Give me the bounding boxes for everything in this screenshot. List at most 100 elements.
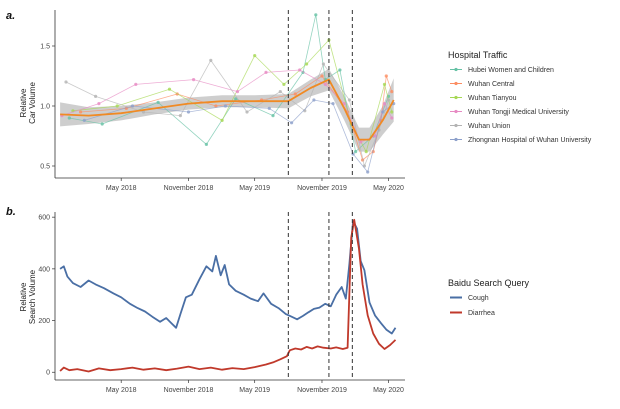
data-point	[97, 102, 101, 106]
legend-item-label: Diarrhea	[468, 310, 495, 317]
data-point	[79, 110, 83, 114]
legend-key-point	[454, 95, 458, 100]
data-point	[320, 74, 324, 78]
data-point	[373, 134, 377, 138]
y-tick-label: 0.5	[40, 164, 50, 171]
data-point	[314, 13, 318, 17]
y-axis-label-line: Search Volume	[28, 269, 37, 324]
data-point	[67, 116, 71, 120]
x-tick-label: May 2020	[373, 185, 404, 192]
data-point	[293, 92, 297, 96]
legend-item-label: Cough	[468, 295, 489, 302]
data-point	[321, 62, 325, 66]
y-tick-label: 200	[38, 318, 50, 325]
data-point	[223, 104, 227, 108]
data-point	[64, 80, 68, 84]
data-point	[115, 104, 119, 108]
y-tick-label: 400	[38, 266, 50, 273]
data-point	[234, 97, 238, 101]
x-tick-label: November 2018	[164, 387, 214, 394]
panel-label: b.	[6, 206, 16, 218]
confidence-band	[60, 68, 394, 152]
y-axis-label-line: Relative	[19, 282, 28, 311]
data-point	[282, 82, 286, 86]
x-tick-label: May 2018	[106, 387, 137, 394]
data-point	[312, 98, 316, 102]
data-point	[382, 82, 387, 86]
data-point	[271, 114, 275, 118]
data-point	[134, 82, 138, 86]
data-point	[220, 118, 224, 122]
x-tick-label: November 2019	[297, 185, 347, 192]
legend: Baidu Search Query Cough Diarrhea	[448, 278, 530, 317]
data-point	[384, 74, 388, 78]
legend-item-label: Wuhan Central	[468, 81, 515, 88]
legend-key-point	[454, 109, 458, 114]
data-point	[209, 58, 213, 63]
series-line-cough	[59, 220, 397, 335]
x-tick-label: May 2019	[239, 185, 270, 192]
panel-b-search-volume: b. RelativeSearch Volume 0 200 400 600 May 201…	[6, 206, 530, 394]
legend: Hospital Traffic Hubei Women and Children…	[448, 50, 592, 144]
panel-label: a.	[6, 10, 15, 22]
y-tick-label: 1.5	[40, 44, 50, 51]
legend-item-label: Hubei Women and Children	[468, 67, 554, 74]
data-point	[167, 87, 172, 91]
x-tick-label: November 2019	[297, 387, 347, 394]
data-point	[141, 110, 146, 114]
data-point	[267, 106, 271, 110]
data-point	[264, 70, 268, 74]
y-tick-label: 600	[38, 215, 50, 222]
data-point	[290, 121, 294, 125]
legend-item-label: Zhongnan Hospital of Wuhan University	[468, 137, 592, 144]
data-point	[186, 110, 191, 114]
data-point	[390, 110, 394, 114]
legend-item-label: Wuhan Union	[468, 123, 510, 130]
legend-key-point	[454, 81, 458, 86]
data-point	[342, 102, 346, 106]
legend-key-point	[454, 67, 458, 72]
y-axis-label-line: Relative	[19, 88, 28, 117]
data-point	[178, 114, 182, 118]
x-tick-label: May 2018	[106, 185, 137, 192]
data-point	[390, 116, 394, 120]
data-point	[130, 104, 135, 108]
y-axis-label-line: Car Volume	[28, 82, 37, 124]
data-point	[364, 150, 368, 154]
data-point	[192, 78, 196, 82]
legend-title: Hospital Traffic	[448, 50, 508, 60]
legend-item-label: Wuhan Tianyou	[468, 95, 517, 102]
x-tick-label: November 2018	[164, 185, 214, 192]
data-point	[235, 90, 240, 94]
legend-item-label: Wuhan Tongji Medical University	[468, 109, 569, 116]
data-point	[278, 90, 282, 94]
data-point	[253, 54, 257, 58]
data-point	[156, 100, 160, 104]
data-point	[382, 102, 387, 106]
legend-key-point	[454, 123, 458, 128]
series-line-diarrhea	[59, 218, 397, 373]
data-point	[100, 122, 104, 126]
data-point	[359, 140, 363, 144]
y-tick-label: 0	[46, 370, 50, 377]
data-point	[381, 110, 385, 114]
data-point	[331, 102, 335, 106]
y-axis-label: RelativeCar Volume	[19, 82, 37, 124]
data-point	[204, 142, 208, 146]
data-point	[338, 68, 342, 72]
data-point	[354, 150, 358, 154]
data-point	[214, 104, 218, 108]
y-axis-label: RelativeSearch Volume	[19, 269, 37, 324]
series-line-zhongnan-hospital-of-wuhan-university	[84, 99, 394, 173]
data-point	[390, 90, 394, 94]
data-point	[245, 110, 249, 114]
data-point	[347, 98, 351, 102]
y-tick-label: 1.0	[40, 104, 50, 111]
data-point	[94, 94, 98, 98]
data-point	[305, 62, 309, 66]
x-tick-label: May 2020	[373, 387, 404, 394]
data-point	[323, 82, 327, 86]
panel-a-car-volume: a. RelativeCar Volume 0.5 1.0 1.5 May 2018 Nov…	[6, 10, 592, 192]
legend-key-point	[454, 137, 458, 142]
